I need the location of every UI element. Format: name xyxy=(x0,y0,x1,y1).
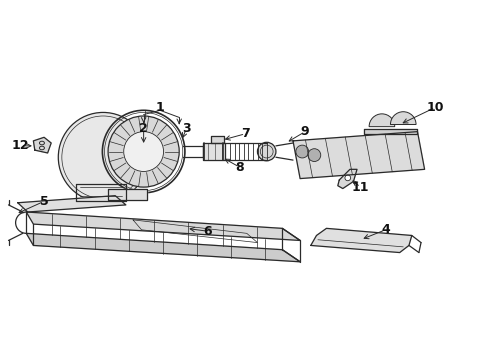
Text: 2: 2 xyxy=(139,122,148,135)
Polygon shape xyxy=(108,189,147,200)
Polygon shape xyxy=(26,233,300,262)
Polygon shape xyxy=(33,137,51,153)
Polygon shape xyxy=(203,143,225,160)
Text: 12: 12 xyxy=(12,139,29,152)
Polygon shape xyxy=(211,136,224,143)
Circle shape xyxy=(345,175,351,181)
Wedge shape xyxy=(369,114,395,127)
Circle shape xyxy=(58,112,148,202)
Text: 1: 1 xyxy=(156,101,164,114)
Polygon shape xyxy=(364,129,417,134)
Text: 4: 4 xyxy=(381,223,390,236)
Circle shape xyxy=(124,132,164,171)
Circle shape xyxy=(296,145,309,158)
Polygon shape xyxy=(26,212,300,240)
Text: 6: 6 xyxy=(203,225,212,238)
Circle shape xyxy=(108,116,179,187)
Text: 10: 10 xyxy=(426,101,444,114)
Circle shape xyxy=(257,142,276,161)
Text: 11: 11 xyxy=(352,181,369,194)
Circle shape xyxy=(308,149,321,162)
Text: 5: 5 xyxy=(40,195,49,208)
Text: 9: 9 xyxy=(301,125,309,138)
Text: 7: 7 xyxy=(241,127,250,140)
Text: 3: 3 xyxy=(182,122,191,135)
Polygon shape xyxy=(18,195,126,212)
Wedge shape xyxy=(391,112,416,125)
Polygon shape xyxy=(293,132,425,179)
Polygon shape xyxy=(311,228,412,253)
Polygon shape xyxy=(338,169,357,189)
Text: 8: 8 xyxy=(235,161,244,174)
